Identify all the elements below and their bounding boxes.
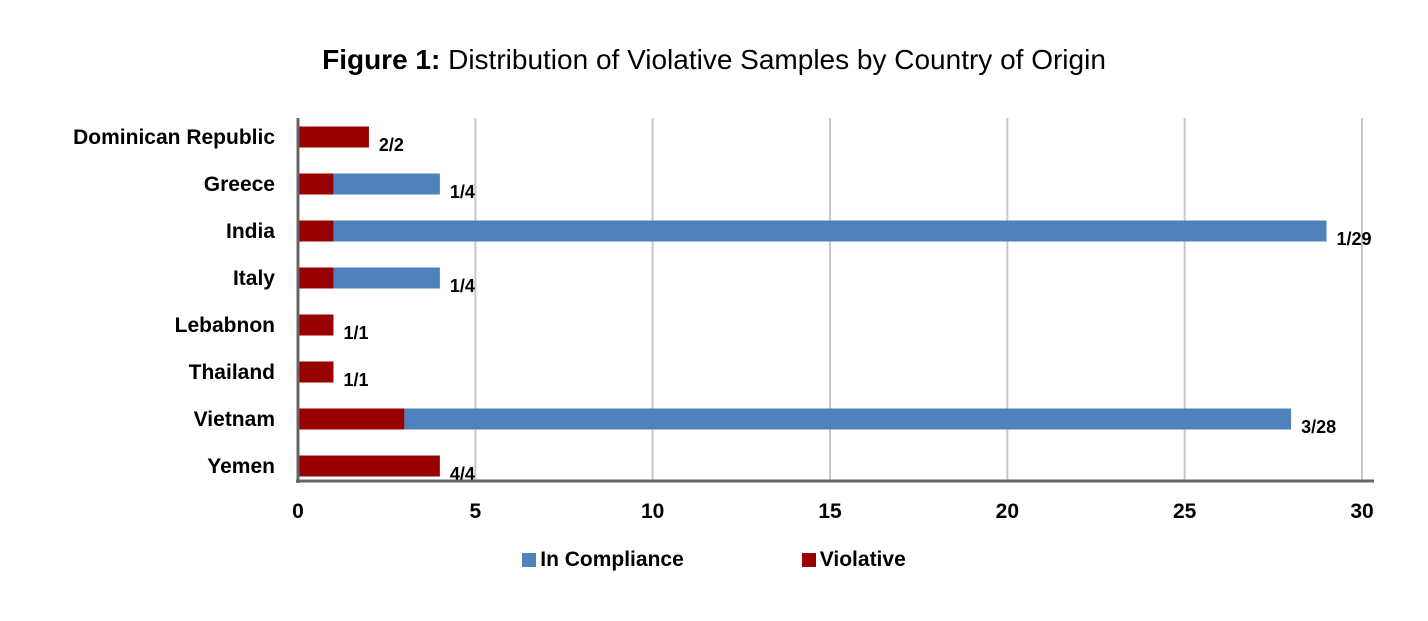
data-label: 2/2 — [379, 135, 404, 155]
category-label: Greece — [204, 173, 275, 196]
legend-violative: Violative — [801, 548, 906, 572]
category-label: Italy — [233, 267, 275, 290]
category-label: Lebabnon — [175, 314, 275, 337]
legend-swatch — [801, 553, 816, 567]
bar-in-compliance — [404, 408, 1292, 430]
bar-violative — [298, 408, 405, 430]
x-tick-label: 10 — [641, 500, 664, 523]
bar-violative — [298, 220, 334, 242]
chart-title: Figure 1: Distribution of Violative Samp… — [0, 44, 1428, 76]
figure-number: Figure 1: — [322, 44, 441, 75]
title-text: Distribution of Violative Samples by Cou… — [448, 44, 1106, 75]
x-tick-label: 20 — [996, 500, 1019, 523]
category-label: Vietnam — [194, 408, 275, 431]
x-tick-label: 5 — [469, 500, 481, 523]
x-tick-label: 0 — [292, 500, 304, 523]
category-label: Yemen — [207, 455, 275, 478]
bar-violative — [298, 126, 369, 148]
data-label: 1/1 — [343, 370, 368, 390]
legend-swatch — [522, 553, 537, 567]
category-label: Thailand — [189, 361, 275, 384]
category-label: Dominican Republic — [73, 126, 275, 149]
data-label: 1/4 — [450, 276, 475, 296]
bar-violative — [298, 314, 334, 336]
data-label: 4/4 — [450, 464, 475, 484]
legend: In Compliance Violative — [0, 548, 1428, 572]
bar-in-compliance — [333, 267, 440, 289]
x-tick-label: 15 — [818, 500, 842, 523]
bar-violative — [298, 455, 440, 477]
x-tick-label: 25 — [1173, 500, 1197, 523]
bar-in-compliance — [333, 220, 1327, 242]
bar-violative — [298, 173, 334, 195]
data-label: 3/28 — [1301, 417, 1336, 437]
legend-in-compliance: In Compliance — [522, 548, 684, 572]
bar-in-compliance — [333, 173, 440, 195]
bar-violative — [298, 361, 334, 383]
category-label: India — [226, 220, 275, 243]
data-label: 1/4 — [450, 182, 475, 202]
data-label: 1/29 — [1337, 229, 1372, 249]
bar-violative — [298, 267, 334, 289]
data-label: 1/1 — [343, 323, 368, 343]
x-tick-label: 30 — [1350, 500, 1373, 523]
